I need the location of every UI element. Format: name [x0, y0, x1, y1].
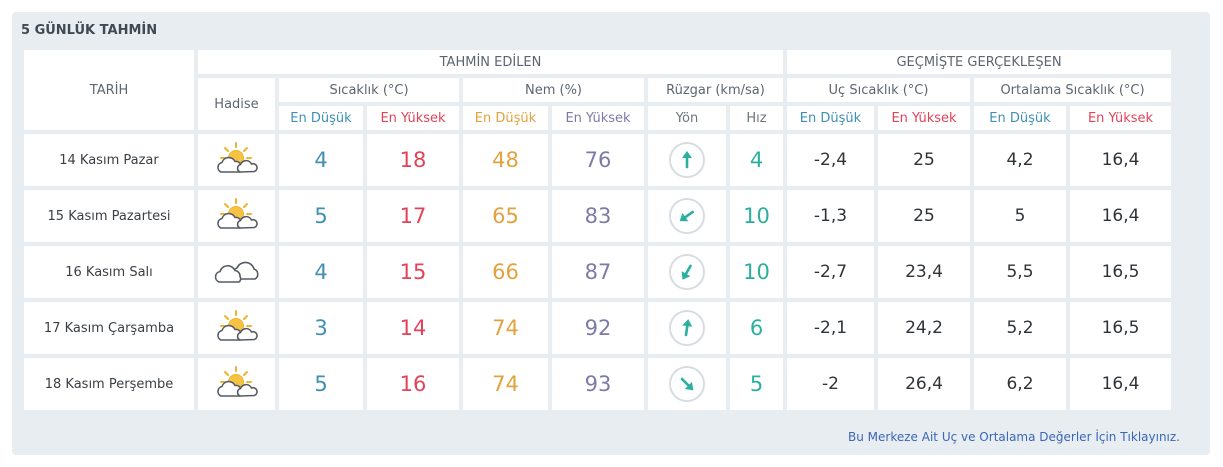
extreme-min-cell: -2: [787, 358, 874, 410]
partly-cloudy-icon: [215, 365, 259, 403]
table-row: 14 Kasım Pazar 4 18 48 76 4 -2,4 25 4,2 16,4: [24, 134, 1171, 186]
humidity-min-header: En Düşük: [463, 106, 548, 130]
average-max-cell: 16,4: [1070, 190, 1171, 242]
extreme-min-cell: -1,3: [787, 190, 874, 242]
event-header: Hadise: [198, 78, 275, 130]
humidity-min-cell: 65: [463, 190, 548, 242]
wind-direction-header: Yön: [648, 106, 726, 130]
wind-direction-cell: [648, 134, 726, 186]
extreme-max-header: En Yüksek: [878, 106, 970, 130]
humidity-min-cell: 66: [463, 246, 548, 298]
extreme-temperature-header: Uç Sıcaklık (°C): [787, 78, 970, 102]
table-row: 15 Kasım Pazartesi 5 17 65 83 10 -1,3 25 5 16,4: [24, 190, 1171, 242]
average-min-cell: 5: [974, 190, 1066, 242]
temp-min-header: En Düşük: [279, 106, 363, 130]
humidity-max-cell: 83: [552, 190, 644, 242]
event-cell: [198, 302, 275, 354]
event-cell: [198, 246, 275, 298]
event-cell: [198, 190, 275, 242]
temp-min-cell: 3: [279, 302, 363, 354]
wind-direction-arrow-icon: [669, 366, 705, 402]
wind-speed-cell: 6: [730, 302, 783, 354]
event-cell: [198, 358, 275, 410]
averages-link[interactable]: Bu Merkeze Ait Uç ve Ortalama Değerler İ…: [848, 430, 1180, 444]
temperature-header: Sıcaklık (°C): [279, 78, 459, 102]
partly-cloudy-icon: [215, 309, 259, 347]
average-max-cell: 16,4: [1070, 134, 1171, 186]
average-max-cell: 16,5: [1070, 246, 1171, 298]
average-min-cell: 4,2: [974, 134, 1066, 186]
forecast-rows: 14 Kasım Pazar 4 18 48 76 4 -2,4 25 4,2 16,4 15 Ka…: [24, 134, 1171, 410]
average-min-header: En Düşük: [974, 106, 1066, 130]
wind-direction-arrow-icon: [669, 254, 705, 290]
wind-speed-header: Hız: [730, 106, 783, 130]
forecast-panel: 5 GÜNLÜK TAHMİN TARİH TAHMİN EDİLEN GEÇM…: [12, 12, 1210, 455]
humidity-max-cell: 87: [552, 246, 644, 298]
date-header: TARİH: [24, 50, 194, 130]
temp-min-cell: 5: [279, 358, 363, 410]
date-cell: 15 Kasım Pazartesi: [24, 190, 194, 242]
partly-cloudy-icon: [215, 197, 259, 235]
temp-max-cell: 18: [367, 134, 459, 186]
extreme-min-cell: -2,4: [787, 134, 874, 186]
wind-header: Rüzgar (km/sa): [648, 78, 783, 102]
cloudy-icon: [214, 255, 260, 289]
humidity-min-cell: 74: [463, 358, 548, 410]
temp-min-cell: 4: [279, 134, 363, 186]
wind-speed-cell: 10: [730, 190, 783, 242]
average-temperature-header: Ortalama Sıcaklık (°C): [974, 78, 1171, 102]
humidity-max-cell: 92: [552, 302, 644, 354]
humidity-max-cell: 76: [552, 134, 644, 186]
temp-max-cell: 17: [367, 190, 459, 242]
wind-direction-arrow-icon: [669, 310, 705, 346]
table-row: 16 Kasım Salı 4 15 66 87 10 -2,7 23,4 5,5 16,5: [24, 246, 1171, 298]
wind-direction-cell: [648, 246, 726, 298]
wind-speed-cell: 5: [730, 358, 783, 410]
extreme-min-cell: -2,7: [787, 246, 874, 298]
extreme-max-cell: 25: [878, 134, 970, 186]
average-min-cell: 5,2: [974, 302, 1066, 354]
humidity-min-cell: 74: [463, 302, 548, 354]
extreme-min-header: En Düşük: [787, 106, 874, 130]
humidity-max-header: En Yüksek: [552, 106, 644, 130]
table-row: 17 Kasım Çarşamba 3 14 74 92 6 -2,1 24,2 5,2 16,5: [24, 302, 1171, 354]
extreme-max-cell: 23,4: [878, 246, 970, 298]
wind-direction-cell: [648, 302, 726, 354]
extreme-max-cell: 25: [878, 190, 970, 242]
wind-direction-arrow-icon: [669, 198, 705, 234]
forecast-group-header: TAHMİN EDİLEN: [198, 50, 783, 74]
temp-max-cell: 15: [367, 246, 459, 298]
average-min-cell: 5,5: [974, 246, 1066, 298]
wind-speed-cell: 4: [730, 134, 783, 186]
date-cell: 18 Kasım Perşembe: [24, 358, 194, 410]
extreme-max-cell: 26,4: [878, 358, 970, 410]
date-cell: 14 Kasım Pazar: [24, 134, 194, 186]
wind-direction-cell: [648, 358, 726, 410]
humidity-min-cell: 48: [463, 134, 548, 186]
temp-max-header: En Yüksek: [367, 106, 459, 130]
event-cell: [198, 134, 275, 186]
wind-direction-arrow-icon: [669, 142, 705, 178]
humidity-header: Nem (%): [463, 78, 644, 102]
temp-max-cell: 14: [367, 302, 459, 354]
average-max-cell: 16,5: [1070, 302, 1171, 354]
date-cell: 17 Kasım Çarşamba: [24, 302, 194, 354]
humidity-max-cell: 93: [552, 358, 644, 410]
temp-min-cell: 5: [279, 190, 363, 242]
temp-min-cell: 4: [279, 246, 363, 298]
extreme-max-cell: 24,2: [878, 302, 970, 354]
partly-cloudy-icon: [215, 141, 259, 179]
date-cell: 16 Kasım Salı: [24, 246, 194, 298]
table-row: 18 Kasım Perşembe 5 16 74 93 5 -2 26,4 6,2 16,4: [24, 358, 1171, 410]
average-max-cell: 16,4: [1070, 358, 1171, 410]
wind-speed-cell: 10: [730, 246, 783, 298]
forecast-table: TARİH TAHMİN EDİLEN GEÇMİŞTE GERÇEKLEŞEN…: [20, 46, 1175, 414]
history-group-header: GEÇMİŞTE GERÇEKLEŞEN: [787, 50, 1171, 74]
panel-title: 5 GÜNLÜK TAHMİN: [21, 23, 158, 38]
average-min-cell: 6,2: [974, 358, 1066, 410]
extreme-min-cell: -2,1: [787, 302, 874, 354]
temp-max-cell: 16: [367, 358, 459, 410]
wind-direction-cell: [648, 190, 726, 242]
average-max-header: En Yüksek: [1070, 106, 1171, 130]
